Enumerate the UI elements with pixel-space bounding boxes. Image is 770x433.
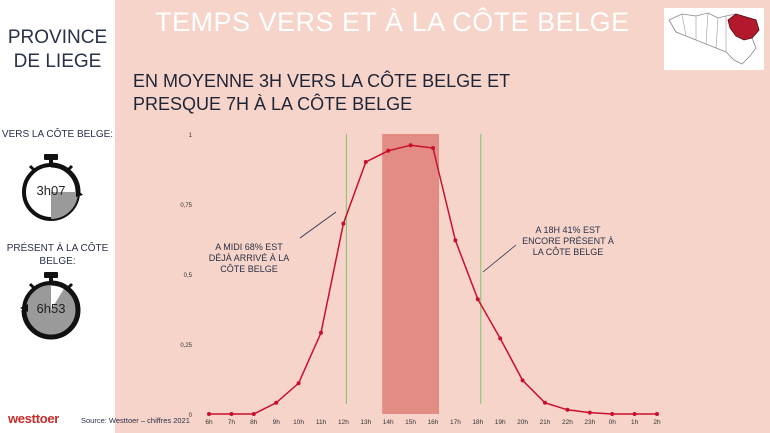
sidebar: PROVINCE DE LIEGE VERS LA CÔTE BELGE: 3h… [0, 0, 115, 433]
stopwatch-toward: 3h07 [20, 150, 90, 230]
data-point [475, 297, 480, 302]
data-point [610, 412, 615, 416]
main-panel [115, 0, 770, 433]
x-tick-label: 11h [316, 419, 327, 426]
data-point [431, 146, 435, 150]
present-coast-label: PRÉSENT À LA CÔTE BELGE: [6, 243, 109, 267]
annotation-pointer-noon [299, 211, 337, 239]
x-tick-label: 12h [338, 419, 349, 426]
data-point [341, 221, 346, 226]
stopwatch-present: 6h53 [20, 268, 90, 348]
data-point [274, 400, 279, 405]
x-tick-label: 19h [495, 419, 506, 426]
x-tick-label: 14h [383, 419, 394, 426]
annotation-noon: A MIDI 68% EST DÉJÀ ARRIVÉ À LA CÔTE BEL… [208, 242, 290, 274]
toward-coast-label: VERS LA CÔTE BELGE: [1, 129, 114, 140]
toward-coast-value: 3h07 [36, 183, 66, 198]
x-tick-label: 8h [250, 419, 258, 426]
stopwatch-icon [20, 272, 81, 340]
data-point [453, 238, 458, 243]
y-tick-label: 0 [189, 413, 193, 419]
y-tick-label: 1 [189, 133, 193, 139]
data-point [587, 410, 592, 415]
x-tick-label: 1h [631, 419, 639, 426]
y-tick-label: 0,5 [184, 273, 193, 279]
data-point [319, 330, 323, 335]
present-coast-value: 6h53 [36, 301, 66, 316]
x-tick-label: 2h [653, 419, 661, 426]
x-tick-label: 20h [517, 419, 528, 426]
data-point [498, 336, 503, 341]
data-point [632, 412, 637, 416]
data-point [363, 160, 368, 164]
page-title: TEMPS VERS ET À LA CÔTE BELGE [155, 7, 630, 37]
x-tick-label: 22h [562, 419, 573, 426]
annotation-evening: A 18H 41% EST ENCORE PRÉSENT À LA CÔTE B… [522, 225, 614, 257]
westtoer-logo: westtoer [8, 411, 60, 426]
x-tick-label: 13h [360, 419, 371, 426]
x-tick-label: 6h [205, 419, 213, 426]
data-point [655, 412, 659, 416]
annotation-pointer-evening [482, 244, 517, 273]
x-tick-label: 15h [405, 419, 416, 426]
source-note: Source: Westtoer – chiffres 2021 [81, 416, 190, 425]
data-point [229, 412, 234, 416]
x-tick-label: 23h [584, 419, 595, 426]
x-tick-label: 10h [293, 419, 304, 426]
x-tick-label: 21h [540, 419, 551, 426]
data-point [520, 378, 525, 383]
data-point [386, 148, 391, 153]
province-title: PROVINCE DE LIEGE [7, 27, 108, 72]
page-subtitle: EN MOYENNE 3H VERS LA CÔTE BELGE ET PRES… [133, 71, 510, 114]
y-tick-label: 0,75 [180, 203, 192, 209]
stopwatch-icon [22, 154, 83, 221]
belgium-map-icon [664, 8, 764, 70]
data-point [251, 412, 256, 416]
x-tick-label: 7h [228, 419, 236, 426]
data-point [408, 143, 413, 148]
x-tick-label: 17h [450, 419, 461, 426]
y-tick-label: 0,25 [180, 343, 192, 349]
data-point [207, 412, 211, 416]
x-tick-label: 0h [609, 419, 617, 426]
x-tick-label: 16h [428, 419, 439, 426]
data-point [565, 407, 570, 412]
x-tick-label: 18h [472, 419, 483, 426]
highlight-band [382, 134, 439, 414]
data-point [543, 400, 547, 405]
data-point [296, 381, 301, 386]
x-tick-label: 9h [273, 419, 281, 426]
